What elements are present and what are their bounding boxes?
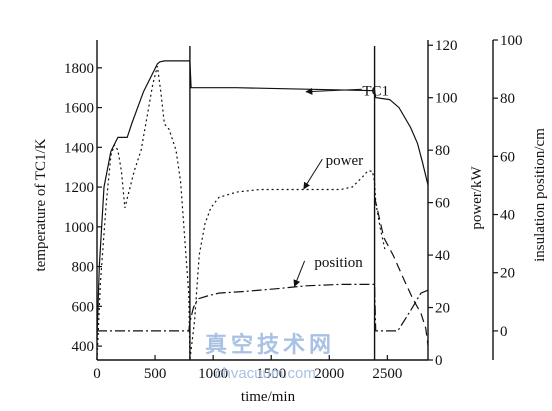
right2-axis-label: insulation position/cm: [532, 128, 548, 262]
series-TC1-line: [96, 60, 429, 339]
left-tick-label-7: 1800: [64, 61, 94, 77]
series-power-line: [96, 66, 386, 361]
x-tick-label-4: 2000: [314, 366, 344, 382]
right1-tick-label-2: 40: [435, 248, 450, 264]
right1-tick-label-3: 60: [435, 196, 450, 212]
right2-tick-label-2: 40: [500, 208, 515, 224]
axes: [96, 40, 494, 361]
right2-tick-label-4: 80: [500, 91, 515, 107]
right1-tick-label-0: 0: [435, 353, 443, 369]
left-tick-label-4: 1200: [64, 180, 94, 196]
series-extra-3-line: [374, 196, 429, 346]
x-tick-label-2: 1000: [198, 366, 228, 382]
right2-tick-label-3: 60: [500, 149, 515, 165]
right1-tick-label-6: 120: [435, 38, 458, 54]
annotation-arrow-TC1: [305, 87, 362, 95]
right2-tick-label-1: 20: [500, 266, 515, 282]
x-tick-label-1: 500: [144, 366, 167, 382]
watermark-cn: 真空技术网: [205, 332, 335, 358]
right1-tick-label-1: 20: [435, 301, 450, 317]
annotation-TC1: TC1: [362, 83, 389, 99]
left-tick-label-6: 1600: [64, 101, 94, 117]
left-tick-label-5: 1400: [64, 140, 94, 156]
annotation-arrow-power: [303, 158, 323, 190]
left-tick-label-0: 400: [72, 339, 95, 355]
annotation-power: power: [326, 153, 364, 169]
series-lines: [96, 60, 429, 361]
annotation-position: position: [314, 255, 363, 271]
annotation-arrow-position: [293, 260, 306, 288]
right2-tick-label-5: 100: [500, 33, 523, 49]
watermark-url: chvacuum.com: [215, 365, 316, 382]
left-tick-label-1: 600: [72, 299, 95, 315]
x-axis-label: time/min: [241, 389, 296, 405]
x-tick-label-0: 0: [93, 366, 101, 382]
right1-axis-label: power/kW: [469, 166, 485, 230]
left-tick-label-2: 800: [72, 260, 95, 276]
left-tick-label-3: 1000: [64, 220, 94, 236]
x-tick-label-5: 2500: [372, 366, 402, 382]
right2-tick-label-0: 0: [500, 324, 508, 340]
right1-tick-label-5: 100: [435, 91, 458, 107]
left-axis-label: temperature of TC1/K: [33, 138, 49, 271]
ticks: 0 500 1000 1500 2000 250040060080010001200140…: [64, 33, 523, 382]
series-position-line: [97, 283, 429, 332]
annotations: TC1 power position: [293, 83, 389, 288]
x-tick-label-3: 1500: [256, 366, 286, 382]
right1-tick-label-4: 80: [435, 143, 450, 159]
